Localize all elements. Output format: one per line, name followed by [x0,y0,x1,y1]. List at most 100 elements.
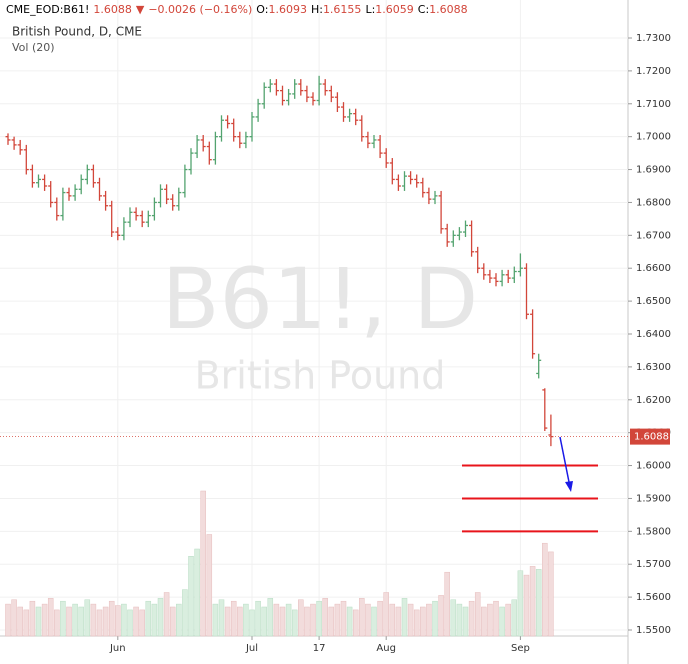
volume-bar [426,603,432,637]
volume-bar [157,598,164,637]
volume-bar [206,534,213,637]
volume-bar [407,603,414,637]
volume-bar [108,600,115,637]
y-tick-label: 1.6400 [636,329,671,340]
header-part: H: [311,3,323,16]
volume-bar [218,599,225,637]
volume-bar [487,603,493,637]
y-tick-label: 1.5500 [636,625,671,636]
volume-bar [542,542,548,637]
volume-bar [267,598,274,637]
volume-bar [182,589,188,637]
header-part: 1.6093 [268,3,307,16]
volume-bar [230,600,237,637]
y-tick-label: 1.6900 [636,165,671,176]
volume-bar [548,551,554,637]
volume-bar [127,609,133,637]
x-tick-label: Aug [376,643,396,654]
volume-bar [304,606,310,637]
y-tick-label: 1.7300 [636,33,671,44]
volume-bar [340,600,347,637]
volume-bar [420,606,426,637]
watermark: B61!, D [162,250,478,348]
header-part: O: [256,3,268,16]
y-tick-label: 1.5600 [636,592,671,603]
header-part: 1.6088 [93,3,132,16]
volume-bar [243,603,249,637]
volume-bar [72,603,78,637]
volume-bar [200,490,206,637]
volume-bar [145,600,152,637]
volume-bar [169,606,176,637]
volume-bar [78,606,84,637]
y-tick-label: 1.7000 [636,132,671,143]
y-tick-label: 1.7100 [636,99,671,110]
volume-bar [352,609,359,637]
volume-bar [54,609,60,637]
y-tick-label: 1.6700 [636,230,671,241]
volume-bar [35,606,42,637]
last-price-box [630,428,670,445]
volume-bar [60,600,66,637]
y-tick-label: 1.5900 [636,493,671,504]
volume-bar [47,598,54,637]
volume-bar [212,603,219,637]
volume-bar [523,574,530,637]
volume-bar [249,609,255,637]
volume-bar [438,595,444,637]
volume-bar [139,609,145,637]
volume-bar [328,606,335,637]
volume-bar [84,599,91,637]
subtitle: British Pound, D, CME [12,25,142,39]
header-part: 1.6155 [323,3,362,16]
y-tick-label: 1.6500 [636,296,671,307]
x-tick-label: Jun [109,643,126,654]
volume-bar [102,606,109,637]
volume-bar [115,605,121,637]
volume-bar [493,600,499,637]
volume-bar [224,606,231,637]
header-part: ▼ [136,3,145,16]
y-tick-label: 1.5700 [636,559,671,570]
y-tick-label: 1.6300 [636,362,671,373]
volume-bar [481,606,487,637]
volume-bar [511,599,518,637]
y-tick-label: 1.5800 [636,526,671,537]
x-tick-label: 17 [313,643,326,654]
volume-bar [322,598,328,637]
volume-bar [377,600,383,637]
volume-bar [413,609,420,637]
x-tick-label: Jul [245,643,258,654]
volume-bar [17,606,23,637]
volume-bar [261,606,267,637]
volume-bar [255,600,261,637]
volume-bar [11,599,17,637]
arrow-head [565,481,573,492]
volume-label: Vol (20) [12,41,55,54]
volume-bar [121,603,127,637]
watermark-sub: British Pound [195,354,446,398]
volume-bar [163,592,170,637]
volume-bar [291,609,298,637]
y-tick-label: 1.7200 [636,66,671,77]
volume-bar [66,606,72,637]
last-price-label: 1.6088 [634,432,669,443]
volume-bar [133,606,139,637]
volume-bar [90,603,97,637]
volume-bar [316,600,322,637]
header-part: −0.0026 (−0.16%) [148,3,252,16]
volume-bar [310,603,316,637]
volume-bar [194,548,200,637]
volume-bar [535,569,542,637]
volume-bar [334,603,341,637]
header-part: CME_EOD:B61! [6,3,89,16]
volume-bar [285,603,292,637]
volume-bar [468,600,475,637]
volume-bar [273,603,280,637]
volume-bar [96,609,103,637]
volume-bar [29,600,36,637]
volume-bar [474,592,481,637]
volume-bar [432,600,438,637]
volume-bar [365,603,371,637]
volume-bar [389,603,396,637]
